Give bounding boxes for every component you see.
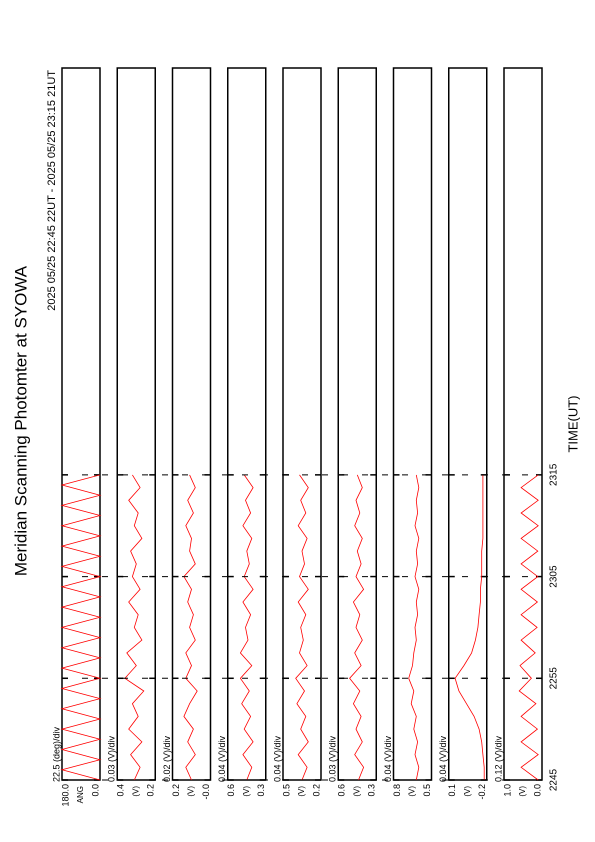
trace [295, 474, 309, 781]
chart-title: Meridian Scanning Photomter at SYOWA [11, 265, 30, 576]
unit-label: (V) [408, 786, 417, 797]
y-tick-label: -0.0 [201, 784, 211, 800]
scale-label: 0.04 (V)/div [383, 735, 393, 782]
x-axis-label: TIME(UT) [565, 395, 580, 452]
panel-frame [171, 67, 212, 781]
scale-label: 0.04 (V)/div [272, 735, 282, 782]
scale-label: 22.5 (deg)/div [51, 726, 61, 782]
x-tick-label: 2305 [549, 565, 560, 588]
trace [518, 474, 539, 781]
y-tick-label: 0.4 [116, 784, 126, 797]
scale-label: 0.04 (V)/div [438, 735, 448, 782]
y-tick-label: 180.0 [60, 784, 70, 807]
y-tick-label: 0.5 [281, 784, 291, 797]
y-tick-label: 0.6 [337, 784, 347, 797]
unit-label: (V) [352, 786, 361, 797]
unit-label: (V) [187, 786, 196, 797]
y-tick-label: 0.2 [171, 784, 181, 797]
panel-frame [116, 67, 156, 781]
panel-frame [282, 67, 322, 781]
y-tick-label: 0.1 [447, 784, 457, 797]
x-tick-label: 2245 [549, 768, 560, 791]
trace [239, 474, 254, 781]
subtitle: 2025 05/25 22:45 22UT - 2025 05/25 23:15… [46, 70, 58, 311]
unit-label: (V) [131, 786, 140, 797]
trace [183, 474, 198, 781]
y-tick-label: -0.2 [477, 784, 487, 800]
unit-label: ANG [76, 786, 85, 803]
unit-label: (V) [518, 786, 527, 797]
y-tick-label: 0.3 [256, 784, 266, 797]
trace [60, 474, 102, 781]
trace [454, 474, 485, 780]
panel-frame [227, 67, 267, 781]
y-tick-label: 0.2 [311, 784, 321, 797]
rotated-plot: Meridian Scanning Photomter at SYOWA 202… [11, 67, 580, 807]
y-tick-label: 0.5 [422, 784, 432, 797]
panel-frame [503, 67, 543, 781]
x-tick-label: 2315 [549, 463, 560, 486]
y-tick-label: 0.0 [90, 784, 100, 797]
panel-frame [337, 67, 377, 781]
trace [349, 474, 365, 781]
scale-label: 0.03 (V)/div [328, 735, 338, 782]
x-tick-label: 2255 [549, 667, 560, 690]
unit-label: (V) [463, 786, 472, 797]
scale-label: 0.04 (V)/div [217, 735, 227, 782]
y-tick-label: 0.2 [146, 784, 156, 797]
unit-label: (V) [242, 786, 251, 797]
panel-frame [61, 67, 101, 781]
scale-label: 0.03 (V)/div [107, 735, 117, 782]
trace [124, 474, 145, 781]
y-tick-label: 0.6 [226, 784, 236, 797]
y-tick-label: 0.3 [367, 784, 377, 797]
trace [408, 474, 420, 781]
unit-label: (V) [297, 786, 306, 797]
y-tick-label: 1.0 [502, 784, 512, 797]
y-tick-label: 0.0 [532, 784, 542, 797]
y-tick-label: 0.8 [392, 784, 402, 797]
panel-frame [392, 67, 433, 781]
scale-label: 0.12 (V)/div [493, 735, 503, 782]
scale-label: 0.02 (V)/div [162, 735, 172, 782]
panel-frame [448, 67, 488, 781]
